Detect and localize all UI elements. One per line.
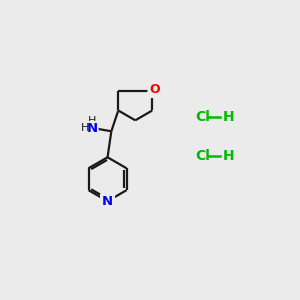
Text: H: H <box>88 116 97 126</box>
Text: H: H <box>223 110 235 124</box>
Text: Cl: Cl <box>195 149 210 163</box>
Text: H: H <box>81 123 89 133</box>
Text: H: H <box>223 149 235 163</box>
Text: N: N <box>102 195 113 208</box>
Text: O: O <box>149 83 160 96</box>
Text: Cl: Cl <box>195 110 210 124</box>
Text: N: N <box>87 122 98 135</box>
